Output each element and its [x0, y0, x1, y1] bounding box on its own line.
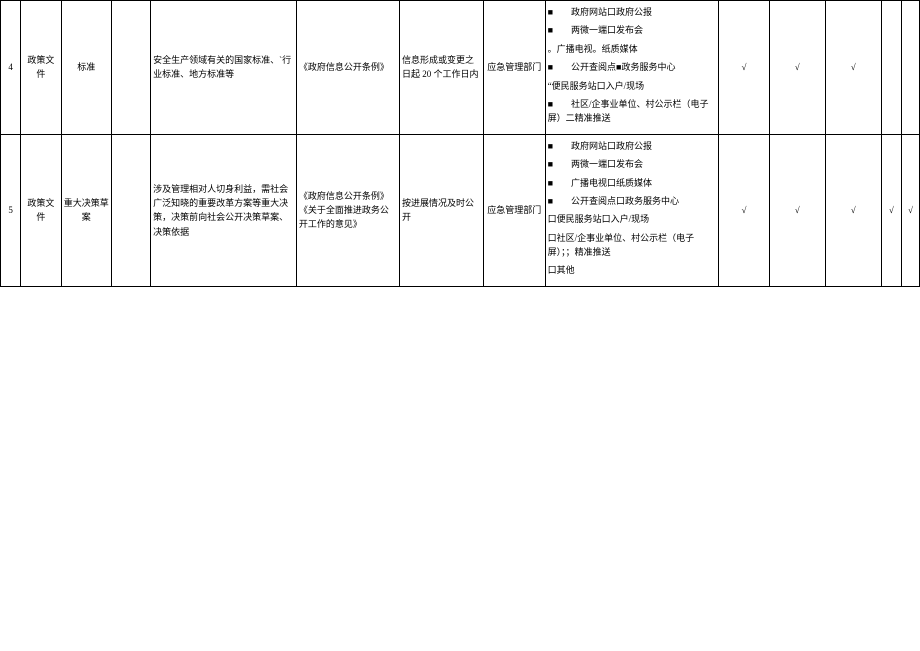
- tick-cell: [901, 1, 919, 135]
- channel-line: 口便民服务站口入户/现场: [548, 212, 717, 226]
- table-row: 5政策文件重大决策草案涉及管理相对人切身利益，需社会广泛知晓的重要改革方案等重大…: [1, 134, 920, 286]
- basis-cell: 《政府信息公开条例》《关于全面推进政务公开工作的意见》: [296, 134, 399, 286]
- tick-cell: √: [719, 1, 769, 135]
- channel-line: ■ 两微一端口发布会: [548, 23, 717, 37]
- category-cell: 政策文件: [21, 134, 61, 286]
- tick-cell: √: [901, 134, 919, 286]
- channel-line: 口社区/企事业单位、村公示栏（电子屏）；；精准推送: [548, 231, 717, 260]
- table-row: 4政策文件标准安全生产领域有关的国家标准、`行业标准、地方标准等《政府信息公开条…: [1, 1, 920, 135]
- content-cell: 安全生产领域有关的国家标准、`行业标准、地方标准等: [151, 1, 297, 135]
- subcategory-cell: 标准: [61, 1, 111, 135]
- content-cell: 涉及管理相对人切身利益，需社会广泛知晓的重要改革方案等重大决策，决策前向社会公开…: [151, 134, 297, 286]
- tick-cell: [881, 1, 901, 135]
- tick-cell: √: [769, 1, 825, 135]
- channel-line: ■ 公开查阅点口政务服务中心: [548, 194, 717, 208]
- channel-line: ■ 广播电视口纸质媒体: [548, 176, 717, 190]
- timing-cell: 信息形成或变更之日起 20 个工作日内: [399, 1, 483, 135]
- channel-line: ■ 政府网站口政府公报: [548, 139, 717, 153]
- channel-line: ■ 社区/企事业单位、村公示栏（电子屏）二精准推送: [548, 97, 717, 126]
- channel-line: 。广播电视。纸质媒体: [548, 42, 717, 56]
- timing-cell: 按进展情况及时公开: [399, 134, 483, 286]
- row-number: 5: [1, 134, 21, 286]
- tick-cell: √: [719, 134, 769, 286]
- policy-table: 4政策文件标准安全生产领域有关的国家标准、`行业标准、地方标准等《政府信息公开条…: [0, 0, 920, 287]
- channel-line: “便民服务站口入户/现场: [548, 79, 717, 93]
- tick-cell: √: [825, 1, 881, 135]
- tick-cell: √: [881, 134, 901, 286]
- tick-cell: √: [825, 134, 881, 286]
- channel-cell: ■ 政府网站口政府公报 ■ 两微一端口发布会 ■ 广播电视口纸质媒体 ■ 公开查阅点口…: [545, 134, 719, 286]
- channel-cell: ■ 政府网站口政府公报 ■ 两微一端口发布会。广播电视。纸质媒体 ■ 公开查阅点■政…: [545, 1, 719, 135]
- blank-cell: [111, 134, 150, 286]
- category-cell: 政策文件: [21, 1, 61, 135]
- channel-line: 口其他: [548, 263, 717, 277]
- channel-line: ■ 两微一端口发布会: [548, 157, 717, 171]
- dept-cell: 应急管理部门: [483, 1, 545, 135]
- blank-cell: [111, 1, 150, 135]
- channel-line: ■ 政府网站口政府公报: [548, 5, 717, 19]
- row-number: 4: [1, 1, 21, 135]
- channel-line: ■ 公开查阅点■政务服务中心: [548, 60, 717, 74]
- tick-cell: √: [769, 134, 825, 286]
- dept-cell: 应急管理部门: [483, 134, 545, 286]
- basis-cell: 《政府信息公开条例》: [296, 1, 399, 135]
- subcategory-cell: 重大决策草案: [61, 134, 111, 286]
